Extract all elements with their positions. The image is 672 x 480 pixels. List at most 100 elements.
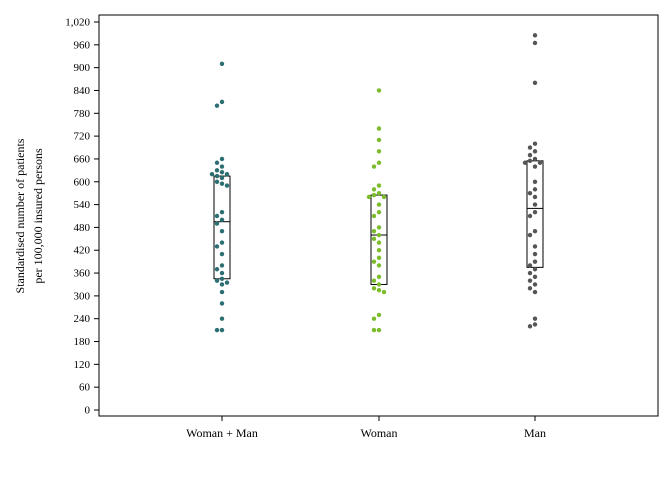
data-point [214, 278, 220, 283]
data-point [219, 209, 225, 215]
data-point [527, 190, 533, 196]
data-point [376, 137, 382, 143]
y-axis-title-line-1: Standardised number of patients [13, 138, 27, 293]
data-point [532, 322, 538, 327]
data-point [371, 327, 377, 333]
data-point [376, 183, 382, 188]
data-point [532, 209, 538, 215]
y-tick-label: 720 [74, 131, 91, 143]
data-point [376, 190, 382, 196]
data-point [371, 316, 377, 321]
data-point [527, 270, 533, 276]
x-tick-label: Woman + Man [186, 426, 258, 440]
data-point [219, 289, 225, 295]
data-point [371, 286, 377, 291]
y-tick-label: 300 [74, 290, 91, 302]
data-point [376, 274, 382, 280]
data-point [381, 289, 387, 295]
data-point [214, 160, 220, 165]
data-point [214, 168, 220, 173]
data-point [532, 282, 538, 287]
y-axis: 0 60 120 180 240 300 360 420 480 540 600 660 720 780 8… [65, 17, 99, 417]
data-point [214, 103, 220, 108]
data-point [214, 213, 220, 219]
data-point [532, 33, 538, 38]
plot-border [98, 14, 659, 417]
y-tick-label: 360 [74, 268, 91, 280]
data-point [371, 192, 377, 198]
y-tick-label: 420 [74, 245, 91, 257]
data-point [527, 158, 533, 164]
data-point [219, 263, 225, 268]
data-point [371, 278, 377, 283]
data-point [376, 240, 382, 245]
y-tick-label: 1,020 [65, 17, 90, 29]
x-tick-label: Man [524, 426, 546, 440]
data-point [219, 270, 225, 276]
data-point [532, 289, 538, 295]
data-point [219, 61, 225, 67]
data-point [219, 156, 225, 162]
data-point [532, 187, 538, 192]
data-point [527, 263, 533, 268]
data-point [527, 278, 533, 283]
y-tick-label: 540 [74, 199, 91, 211]
data-point [219, 282, 225, 287]
data-point [376, 248, 382, 253]
data-point [219, 276, 225, 281]
data-point [214, 267, 220, 272]
data-point [224, 171, 230, 177]
data-point [376, 126, 382, 131]
data-point [532, 229, 538, 234]
data-point [522, 160, 528, 165]
data-point [537, 160, 543, 165]
data-point [214, 244, 220, 249]
data-point [381, 194, 387, 200]
data-point [527, 152, 533, 158]
data-point [371, 213, 377, 219]
y-tick-label: 840 [74, 85, 91, 97]
data-point [219, 175, 225, 181]
data-point [366, 194, 372, 200]
data-point [376, 327, 382, 333]
y-tick-label: 240 [74, 313, 91, 325]
y-tick-label: 780 [74, 108, 91, 120]
data-point [219, 170, 225, 175]
data-point [532, 316, 538, 321]
data-point [532, 259, 538, 264]
data-point [371, 187, 377, 192]
data-point [376, 160, 382, 165]
data-point [532, 202, 538, 207]
data-point [214, 173, 220, 179]
data-point [527, 286, 533, 291]
plot-frame [98, 14, 659, 417]
data-point [527, 213, 533, 219]
data-point [219, 240, 225, 245]
data-points [209, 33, 543, 333]
data-point [376, 312, 382, 318]
data-point [214, 179, 220, 184]
data-point [371, 259, 377, 264]
data-point [532, 274, 538, 280]
y-tick-label: 600 [74, 176, 91, 188]
data-point [219, 251, 225, 257]
y-tick-label: 900 [74, 62, 91, 74]
y-tick-label: 120 [74, 359, 91, 371]
data-point [532, 179, 538, 184]
data-point [532, 156, 538, 162]
data-point [224, 280, 230, 285]
data-point [371, 229, 377, 234]
data-point [532, 40, 538, 46]
data-point [376, 282, 382, 287]
y-tick-label: 180 [74, 336, 91, 348]
data-point [527, 232, 533, 238]
y-tick-label: 60 [79, 382, 91, 394]
data-point [532, 80, 538, 86]
y-tick-label: 660 [74, 153, 91, 165]
x-axis: Woman + Man Woman Man [186, 416, 546, 440]
data-point [224, 183, 230, 188]
data-point [532, 164, 538, 169]
data-point [219, 99, 225, 105]
x-tick-label: Woman [360, 426, 397, 440]
